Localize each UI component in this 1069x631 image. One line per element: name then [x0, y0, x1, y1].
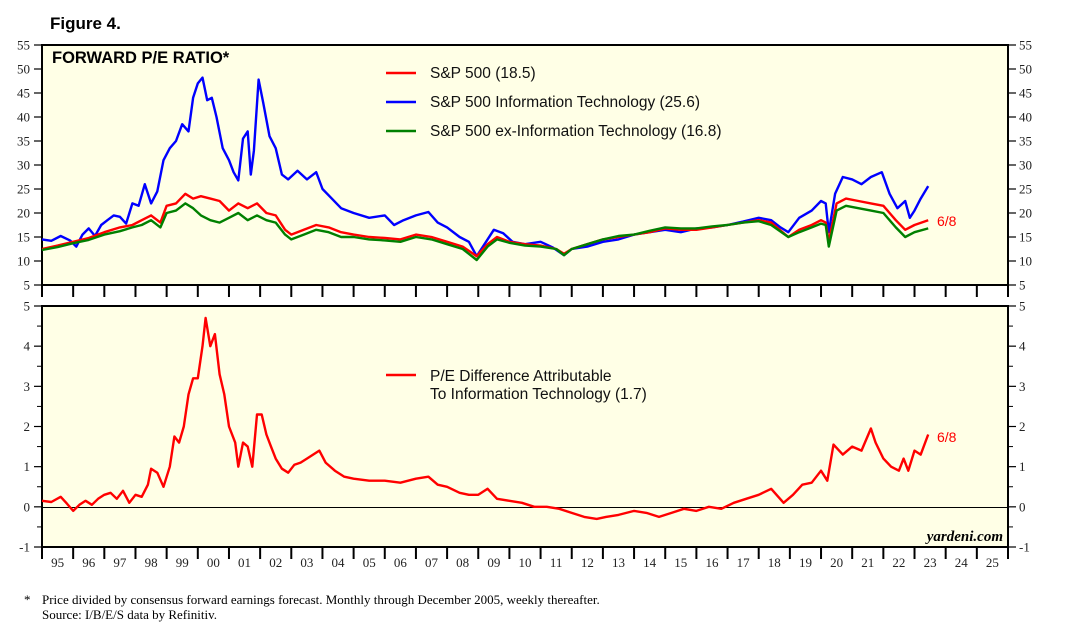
x-tick-label: 20	[830, 555, 843, 570]
x-tick-label: 00	[207, 555, 220, 570]
upper-end-date-label: 6/8	[937, 213, 957, 229]
upper-y-tick-label-left: 30	[17, 158, 30, 173]
x-tick-label: 24	[955, 555, 969, 570]
lower-y-tick-label-left: 0	[24, 499, 31, 514]
x-tick-label: 21	[861, 555, 874, 570]
upper-y-tick-label-right: 45	[1019, 86, 1032, 101]
footnote-text: Price divided by consensus forward earni…	[42, 592, 600, 607]
lower-x-axis: 95 96 97 98 99 00 01 02 03 04 05 06 07 08 09 10 11 12 13 14…	[41, 547, 1009, 570]
footnote-marker: *	[24, 592, 31, 607]
x-tick-label: 14	[643, 555, 657, 570]
x-tick-label: 06	[394, 555, 408, 570]
upper-y-tick-label-left: 55	[17, 38, 30, 53]
upper-y-tick-label-left: 35	[17, 134, 30, 149]
lower-y-tick-label-left: 4	[24, 339, 31, 354]
x-tick-label: 09	[487, 555, 500, 570]
x-tick-label: 95	[51, 555, 64, 570]
upper-y-tick-label-left: 45	[17, 86, 30, 101]
lower-series-lines	[41, 316, 930, 521]
legend-label-sp500: S&P 500 (18.5)	[430, 65, 536, 82]
x-tick-label: 13	[612, 555, 625, 570]
x-tick-label: 12	[581, 555, 594, 570]
lower-y-tick-label-left: 1	[24, 459, 31, 474]
upper-y-tick-label-right: 15	[1019, 230, 1032, 245]
x-tick-label: 19	[799, 555, 812, 570]
upper-chart-title: FORWARD P/E RATIO*	[52, 49, 230, 67]
lower-y-tick-label-right: 3	[1019, 379, 1026, 394]
upper-y-tick-label-left: 25	[17, 182, 30, 197]
upper-legend: S&P 500 (18.5) S&P 500 Information Techn…	[386, 65, 722, 140]
x-tick-label: 11	[550, 555, 563, 570]
lower-y-tick-label-left: 5	[24, 299, 31, 314]
x-tick-label: 03	[300, 555, 313, 570]
x-tick-label: 18	[768, 555, 781, 570]
x-tick-label: 10	[519, 555, 532, 570]
upper-y-tick-label-left: 20	[17, 206, 30, 221]
upper-y-tick-label-right: 10	[1019, 254, 1032, 269]
lower-y-tick-label-left: -1	[19, 540, 30, 555]
legend-label-it: S&P 500 Information Technology (25.6)	[430, 94, 700, 111]
upper-series-lines	[41, 76, 930, 262]
upper-y-tick-label-right: 55	[1019, 38, 1032, 53]
x-tick-label: 08	[456, 555, 469, 570]
footnote-source: Source: I/B/E/S data by Refinitiv.	[42, 607, 217, 622]
x-tick-label: 23	[924, 555, 937, 570]
upper-y-tick-label-left: 10	[17, 254, 30, 269]
x-tick-label: 22	[892, 555, 905, 570]
upper-y-tick-label-left: 5	[24, 278, 31, 293]
lower-y-axis-left: -1 0 1 2 3 4 5	[19, 299, 42, 555]
x-tick-label: 17	[737, 555, 751, 570]
series-line-ex-it	[41, 202, 929, 262]
x-tick-label: 15	[674, 555, 687, 570]
upper-y-axis-left: 5 10 15 20 25 30 35 40 45 50 55	[17, 38, 42, 293]
lower-legend: P/E Difference Attributable To Informati…	[386, 368, 647, 403]
lower-y-tick-label-right: 4	[1019, 339, 1026, 354]
upper-y-tick-label-right: 40	[1019, 110, 1032, 125]
x-tick-label: 05	[363, 555, 376, 570]
x-tick-label: 98	[145, 555, 158, 570]
lower-y-tick-label-right: 5	[1019, 299, 1026, 314]
upper-y-axis-right: 5 10 15 20 25 30 35 40 45 50 55	[1008, 38, 1032, 293]
x-tick-label: 96	[82, 555, 96, 570]
series-line-sp500	[41, 192, 929, 258]
series-line-difference	[41, 316, 930, 521]
watermark: yardeni.com	[925, 529, 1003, 545]
legend-label-difference-line1: P/E Difference Attributable	[430, 368, 612, 385]
x-tick-label: 99	[176, 555, 189, 570]
upper-y-tick-label-right: 50	[1019, 62, 1032, 77]
legend-label-difference-line2: To Information Technology (1.7)	[430, 386, 647, 403]
figure-label: Figure 4.	[50, 14, 121, 33]
x-tick-label: 01	[238, 555, 251, 570]
lower-y-tick-label-left: 2	[24, 419, 31, 434]
upper-y-tick-label-right: 30	[1019, 158, 1032, 173]
x-tick-label: 07	[425, 555, 439, 570]
lower-y-tick-label-right: 1	[1019, 459, 1026, 474]
upper-y-tick-label-right: 25	[1019, 182, 1032, 197]
upper-y-tick-label-left: 15	[17, 230, 30, 245]
lower-end-date-label: 6/8	[937, 429, 957, 445]
footnote: * Price divided by consensus forward earn…	[24, 592, 600, 622]
series-line-it	[41, 76, 930, 258]
x-tick-label: 25	[986, 555, 999, 570]
lower-plot-area	[41, 305, 1009, 548]
x-tick-label: 16	[705, 555, 719, 570]
upper-x-ticks	[41, 285, 1009, 297]
upper-y-tick-label-left: 40	[17, 110, 30, 125]
upper-y-tick-label-left: 50	[17, 62, 30, 77]
x-tick-label: 04	[332, 555, 346, 570]
lower-y-tick-label-right: -1	[1019, 540, 1030, 555]
upper-y-tick-label-right: 35	[1019, 134, 1032, 149]
lower-y-tick-label-right: 0	[1019, 499, 1026, 514]
x-tick-label: 02	[269, 555, 282, 570]
x-tick-label: 97	[113, 555, 127, 570]
upper-y-tick-label-right: 5	[1019, 278, 1026, 293]
lower-y-tick-label-right: 2	[1019, 419, 1026, 434]
lower-y-tick-label-left: 3	[24, 379, 31, 394]
lower-y-axis-right: -1 0 1 2 3 4 5	[1008, 299, 1030, 555]
upper-y-tick-label-right: 20	[1019, 206, 1032, 221]
legend-label-ex-it: S&P 500 ex-Information Technology (16.8)	[430, 123, 722, 140]
